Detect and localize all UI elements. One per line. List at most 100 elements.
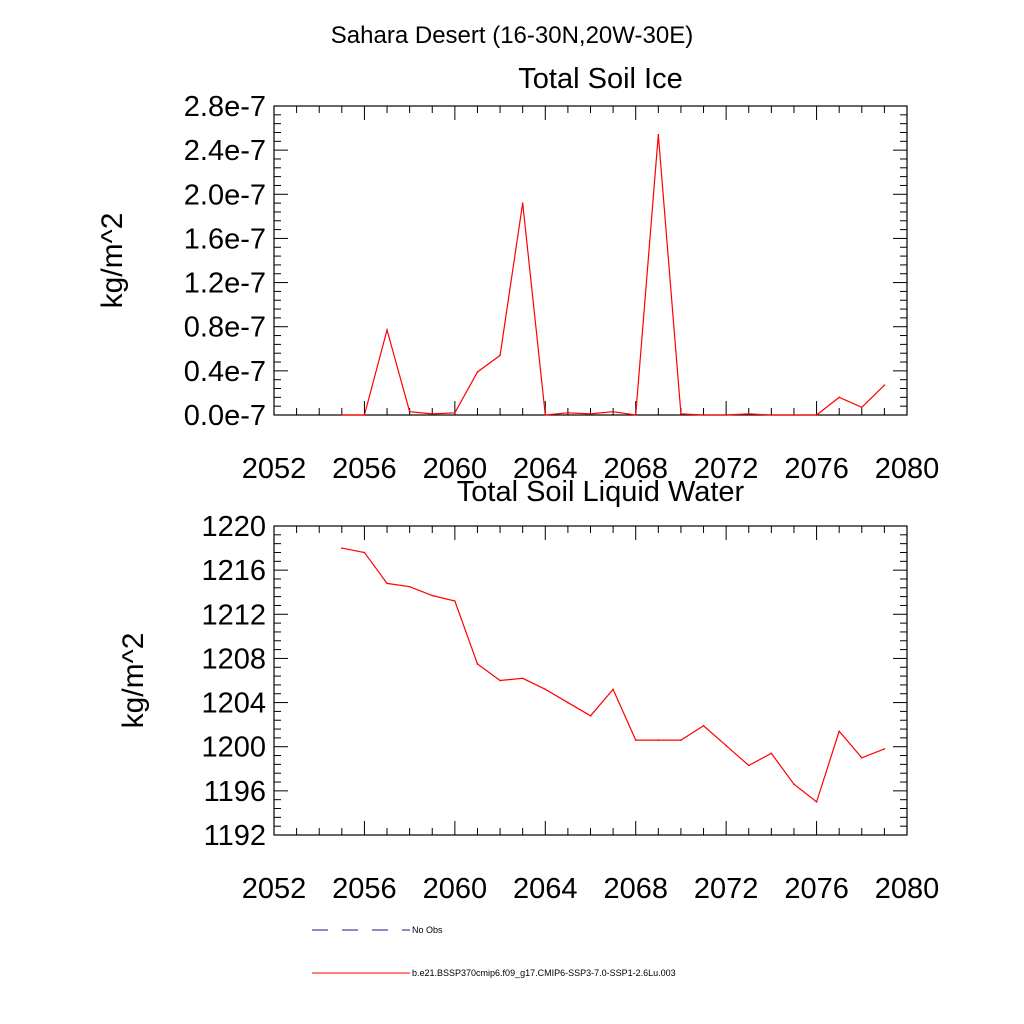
data-point — [363, 414, 366, 416]
data-point — [499, 354, 501, 357]
y-tick-label: 1216 — [201, 555, 266, 587]
data-point — [521, 677, 524, 680]
legend-label: b.e21.BSSP370cmip6.f09_g17.CMIP6-SSP3-7.… — [412, 968, 676, 978]
chart-panel-2: Total Soil Liquid Water kg/m^2 2052 2056 206… — [117, 476, 939, 905]
legend-item: No Obs — [312, 925, 443, 935]
data-point — [454, 600, 456, 602]
data-point — [476, 663, 479, 665]
data-point — [431, 594, 434, 597]
y-tick-label: 0.0e-7 — [184, 400, 266, 432]
y-tick-label: 1200 — [201, 732, 266, 764]
data-point — [544, 414, 547, 416]
data-point — [657, 739, 660, 741]
data-point — [363, 551, 366, 554]
data-point — [838, 396, 840, 399]
x-tick-label: 2064 — [513, 453, 578, 485]
x-tick-label: 2060 — [423, 873, 488, 905]
y-axis-label: kg/m^2 — [117, 633, 150, 729]
figure-title: Sahara Desert (16-30N,20W-30E) — [331, 22, 693, 49]
y-tick-label: 0.4e-7 — [184, 356, 266, 388]
data-point — [431, 413, 434, 415]
data-point — [838, 730, 840, 733]
y-tick-label: 1196 — [204, 776, 266, 808]
series-line — [341, 134, 885, 416]
data-point — [702, 414, 705, 416]
y-tick-label: 1212 — [201, 599, 266, 631]
y-tick-label: 2.4e-7 — [184, 135, 266, 167]
data-point — [386, 329, 388, 331]
data-point — [793, 783, 795, 786]
data-point — [454, 411, 456, 414]
data-point — [341, 547, 343, 549]
legend-label: No Obs — [412, 925, 443, 935]
data-point — [680, 413, 682, 415]
data-point — [657, 133, 660, 136]
y-tick-label: 1.6e-7 — [184, 223, 266, 255]
x-tick-label: 2052 — [242, 453, 307, 485]
data-point — [499, 679, 501, 682]
plot-frame — [273, 105, 908, 416]
x-tick-label: 2068 — [603, 453, 668, 485]
chart-panels: Total Soil Ice kg/m^2 2052 2056 2060 2064 2068… — [96, 63, 939, 905]
chart-title: Total Soil Liquid Water — [457, 476, 745, 508]
x-tick-label: 2076 — [784, 873, 849, 905]
x-tick-label: 2064 — [513, 873, 578, 905]
data-point — [725, 744, 727, 747]
data-point — [883, 384, 886, 387]
data-point — [567, 411, 569, 414]
data-point — [408, 585, 411, 588]
x-tick-label: 2056 — [332, 873, 397, 905]
data-point — [793, 414, 795, 416]
x-tick-label: 2076 — [784, 453, 849, 485]
data-point — [634, 739, 637, 741]
y-tick-label: 2.0e-7 — [184, 179, 266, 211]
y-tick-label: 2.8e-7 — [184, 91, 266, 123]
y-tick-label: 0.8e-7 — [184, 312, 266, 344]
data-point — [747, 764, 750, 767]
data-point — [544, 688, 547, 691]
x-tick-label: 2056 — [332, 453, 397, 485]
data-point — [860, 406, 863, 409]
data-point — [747, 413, 750, 415]
data-point — [386, 582, 388, 585]
data-point — [770, 414, 773, 416]
y-tick-label: 1220 — [201, 511, 266, 543]
y-tick-label: 1204 — [201, 688, 266, 720]
data-point — [476, 371, 479, 373]
data-point — [883, 748, 886, 750]
data-point — [860, 756, 863, 759]
legend: No Obs b.e21.BSSP370cmip6.f09_g17.CMIP6-S… — [312, 925, 676, 978]
data-point — [521, 202, 524, 204]
data-point — [612, 688, 614, 691]
data-point — [634, 414, 637, 416]
x-tick-label: 2068 — [603, 873, 668, 905]
data-point — [702, 724, 705, 727]
data-point — [589, 715, 592, 717]
data-point — [815, 801, 818, 803]
plot-frame — [273, 525, 908, 836]
y-axis-label: kg/m^2 — [96, 213, 129, 309]
data-point — [680, 739, 682, 741]
data-point — [341, 414, 343, 416]
data-point — [612, 410, 614, 413]
y-tick-label: 1192 — [204, 820, 266, 852]
x-tick-label: 2072 — [694, 873, 759, 905]
data-point — [567, 701, 569, 704]
y-tick-label: 1208 — [201, 643, 266, 675]
chart-title: Total Soil Ice — [518, 63, 682, 95]
x-tick-label: 2080 — [875, 873, 940, 905]
x-tick-label: 2080 — [875, 453, 940, 485]
data-point — [408, 410, 411, 413]
legend-item: b.e21.BSSP370cmip6.f09_g17.CMIP6-SSP3-7.… — [312, 968, 676, 978]
data-point — [725, 414, 727, 416]
series-line — [341, 547, 885, 803]
x-tick-label: 2060 — [423, 453, 488, 485]
x-tick-label: 2072 — [694, 453, 759, 485]
chart-panel-1: Total Soil Ice kg/m^2 2052 2056 2060 2064 2068… — [96, 63, 939, 485]
data-point — [589, 413, 592, 415]
x-tick-label: 2052 — [242, 873, 307, 905]
data-point — [770, 752, 773, 755]
data-point — [815, 414, 818, 416]
